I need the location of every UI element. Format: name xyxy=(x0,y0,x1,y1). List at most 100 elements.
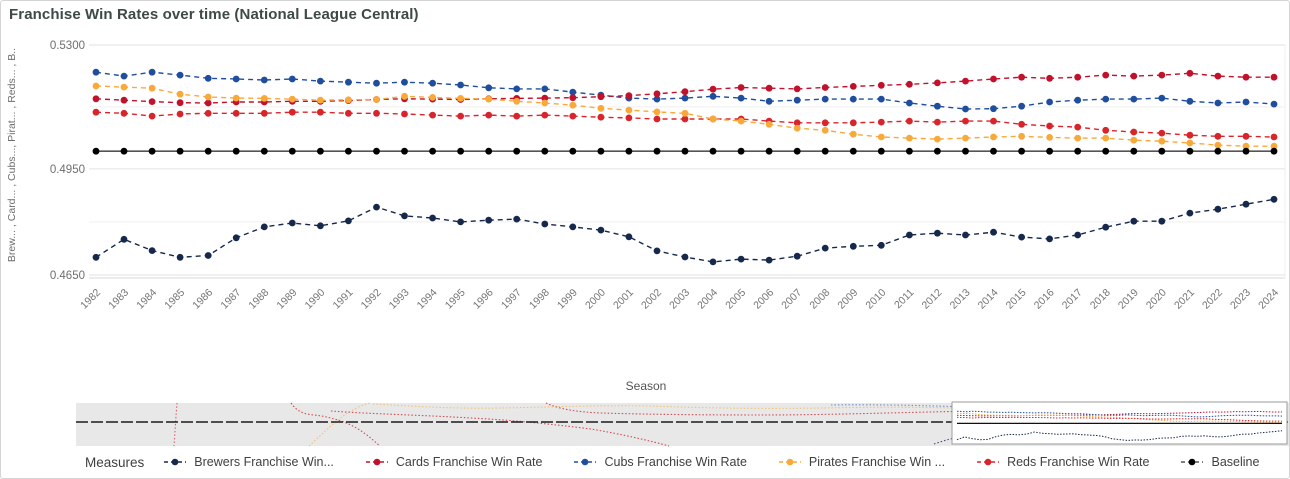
data-point[interactable] xyxy=(176,99,184,107)
data-point[interactable] xyxy=(625,147,633,155)
data-point[interactable] xyxy=(625,92,633,99)
data-point[interactable] xyxy=(260,95,268,102)
data-point[interactable] xyxy=(625,106,633,114)
data-point[interactable] xyxy=(849,242,857,250)
data-point[interactable] xyxy=(204,147,212,155)
data-point[interactable] xyxy=(120,147,128,155)
data-point[interactable] xyxy=(793,147,801,155)
data-point[interactable] xyxy=(429,214,436,222)
data-point[interactable] xyxy=(569,223,577,231)
data-point[interactable] xyxy=(260,76,268,84)
data-point[interactable] xyxy=(962,134,969,142)
data-point[interactable] xyxy=(232,109,240,117)
data-point[interactable] xyxy=(401,147,408,155)
data-point[interactable] xyxy=(849,147,857,155)
data-point[interactable] xyxy=(990,117,997,125)
data-point[interactable] xyxy=(990,228,997,236)
data-point[interactable] xyxy=(1046,122,1053,130)
data-point[interactable] xyxy=(541,111,549,119)
data-point[interactable] xyxy=(541,85,549,93)
data-point[interactable] xyxy=(176,90,184,98)
data-point[interactable] xyxy=(906,231,913,239)
data-point[interactable] xyxy=(1242,132,1250,140)
data-point[interactable] xyxy=(429,111,436,119)
data-point[interactable] xyxy=(597,226,605,234)
data-point[interactable] xyxy=(92,108,100,116)
data-point[interactable] xyxy=(1046,134,1053,141)
data-point[interactable] xyxy=(849,130,857,138)
data-point[interactable] xyxy=(990,105,997,113)
data-point[interactable] xyxy=(1158,129,1166,137)
data-point[interactable] xyxy=(597,147,605,155)
data-point[interactable] xyxy=(653,90,661,98)
data-point[interactable] xyxy=(934,79,941,87)
data-point[interactable] xyxy=(176,147,184,155)
data-point[interactable] xyxy=(962,147,969,155)
data-point[interactable] xyxy=(317,77,324,85)
data-point[interactable] xyxy=(1214,141,1222,149)
data-point[interactable] xyxy=(1214,132,1222,140)
data-point[interactable] xyxy=(653,108,661,116)
data-point[interactable] xyxy=(1102,134,1110,142)
data-point[interactable] xyxy=(541,94,549,102)
data-point[interactable] xyxy=(1046,147,1053,155)
data-point[interactable] xyxy=(1046,98,1053,106)
data-point[interactable] xyxy=(513,97,521,105)
data-point[interactable] xyxy=(681,109,689,117)
data-point[interactable] xyxy=(1186,209,1194,217)
data-point[interactable] xyxy=(288,75,296,83)
data-point[interactable] xyxy=(737,117,745,125)
data-point[interactable] xyxy=(148,84,156,92)
data-point[interactable] xyxy=(1046,235,1053,243)
data-point[interactable] xyxy=(681,147,689,155)
data-point[interactable] xyxy=(737,94,745,102)
data-point[interactable] xyxy=(821,119,829,127)
data-point[interactable] xyxy=(401,110,408,118)
data-point[interactable] xyxy=(765,120,773,128)
data-point[interactable] xyxy=(401,212,408,220)
data-point[interactable] xyxy=(317,147,324,155)
data-point[interactable] xyxy=(148,147,156,155)
data-point[interactable] xyxy=(597,93,605,101)
data-point[interactable] xyxy=(877,241,885,249)
legend-item-baseline[interactable]: Baseline xyxy=(1181,455,1259,469)
data-point[interactable] xyxy=(1158,147,1166,155)
range-navigator[interactable] xyxy=(1,401,1290,451)
data-point[interactable] xyxy=(625,233,633,241)
data-point[interactable] xyxy=(653,147,661,155)
data-point[interactable] xyxy=(793,124,801,132)
data-point[interactable] xyxy=(934,147,941,155)
data-point[interactable] xyxy=(681,115,689,123)
data-point[interactable] xyxy=(148,112,156,120)
data-point[interactable] xyxy=(204,252,212,259)
data-point[interactable] xyxy=(1158,94,1166,102)
data-point[interactable] xyxy=(92,82,100,90)
data-point[interactable] xyxy=(345,147,352,155)
data-point[interactable] xyxy=(793,252,801,260)
data-point[interactable] xyxy=(1270,147,1278,155)
data-point[interactable] xyxy=(373,147,380,155)
data-point[interactable] xyxy=(232,234,240,242)
data-point[interactable] xyxy=(737,255,745,263)
data-point[interactable] xyxy=(457,95,464,102)
data-point[interactable] xyxy=(148,98,156,105)
data-point[interactable] xyxy=(793,96,801,104)
data-point[interactable] xyxy=(373,109,380,117)
data-point[interactable] xyxy=(485,147,493,155)
data-point[interactable] xyxy=(1242,147,1250,155)
data-point[interactable] xyxy=(681,94,689,102)
legend-item-brewers[interactable]: Brewers Franchise Win... xyxy=(164,455,334,469)
data-point[interactable] xyxy=(92,147,100,155)
data-point[interactable] xyxy=(148,68,156,76)
data-point[interactable] xyxy=(232,147,240,155)
data-point[interactable] xyxy=(765,97,773,105)
data-point[interactable] xyxy=(541,147,549,155)
data-point[interactable] xyxy=(1130,128,1138,136)
data-point[interactable] xyxy=(1214,72,1222,80)
data-point[interactable] xyxy=(653,95,661,103)
data-point[interactable] xyxy=(877,133,885,141)
data-point[interactable] xyxy=(1130,217,1138,225)
data-point[interactable] xyxy=(176,71,184,79)
data-point[interactable] xyxy=(569,112,577,120)
data-point[interactable] xyxy=(204,93,212,101)
